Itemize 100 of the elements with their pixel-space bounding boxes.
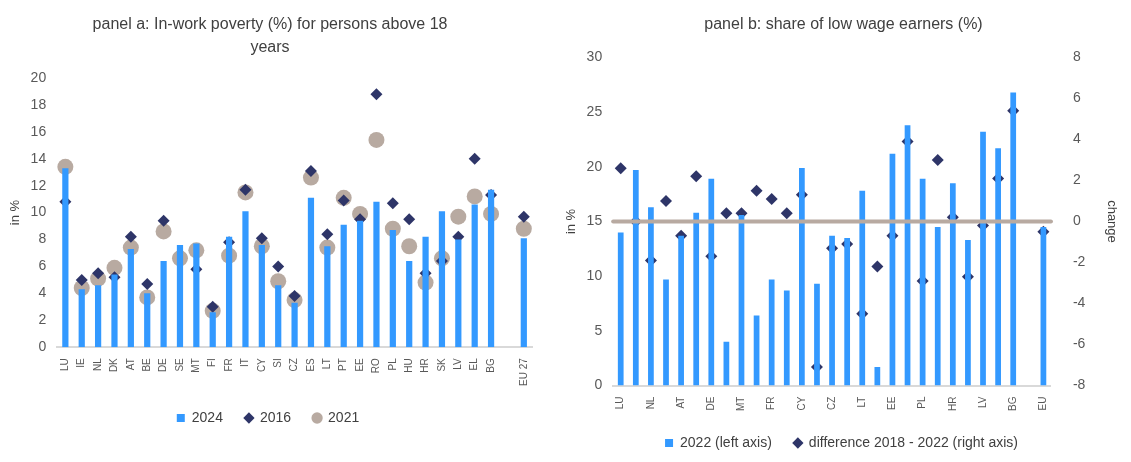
point bbox=[386, 197, 399, 210]
bar bbox=[859, 190, 866, 386]
point bbox=[517, 210, 530, 223]
x-tick-label: RO bbox=[370, 357, 382, 374]
y-axis-title: in % bbox=[563, 208, 579, 235]
bar bbox=[1010, 92, 1017, 386]
bar bbox=[422, 236, 429, 348]
x-tick-label: LV bbox=[452, 357, 464, 370]
point bbox=[370, 88, 383, 101]
x-tick-label: HR bbox=[946, 396, 958, 411]
x-tick-label: LV bbox=[976, 396, 988, 409]
bar bbox=[258, 244, 265, 348]
y-tick-label: 12 bbox=[30, 176, 47, 193]
bar bbox=[78, 289, 85, 348]
legend-label: 2022 (left axis) bbox=[680, 433, 772, 450]
y-tick-label: 20 bbox=[30, 68, 47, 85]
point bbox=[468, 152, 481, 165]
y-tick-label: 0 bbox=[594, 376, 603, 393]
bar bbox=[632, 170, 639, 386]
bar bbox=[487, 189, 495, 348]
y-tick-label: 18 bbox=[30, 95, 47, 112]
chart-title: panel a: In-work poverty (%) for persons above 18 years bbox=[91, 14, 449, 57]
x-tick-label: HU bbox=[402, 358, 414, 373]
x-tick-label: AT bbox=[674, 396, 686, 409]
x-tick-label: CY bbox=[795, 396, 807, 411]
y2-tick-label: 4 bbox=[1072, 130, 1081, 147]
legend-label: 2024 bbox=[191, 408, 224, 425]
bar bbox=[307, 197, 315, 348]
point bbox=[157, 214, 170, 227]
x-tick-label: LT bbox=[856, 396, 867, 408]
x-tick-label: NL bbox=[644, 396, 656, 410]
x-tick-label: EU bbox=[1037, 396, 1049, 411]
point bbox=[450, 208, 467, 225]
y-tick-label: 16 bbox=[30, 122, 47, 139]
y-tick-label: 20 bbox=[586, 157, 603, 174]
point bbox=[780, 207, 793, 220]
bar bbox=[324, 246, 331, 348]
point bbox=[141, 277, 154, 290]
x-tick-label: IE bbox=[75, 357, 87, 368]
point bbox=[368, 131, 385, 148]
x-tick-label: SI bbox=[271, 358, 283, 368]
point bbox=[337, 194, 350, 207]
bar bbox=[934, 226, 941, 386]
y2-tick-label: 8 bbox=[1072, 48, 1081, 65]
point bbox=[401, 238, 418, 255]
x-tick-label: BE bbox=[140, 357, 152, 372]
x-tick-label: EL bbox=[468, 357, 480, 371]
bar bbox=[829, 235, 835, 386]
x-tick-label: SK bbox=[435, 357, 447, 372]
x-tick-label: PL bbox=[916, 396, 928, 409]
point bbox=[155, 223, 172, 240]
y2-tick-label: 6 bbox=[1072, 89, 1081, 106]
x-tick-label: CZ bbox=[288, 358, 300, 372]
x-tick-label: MT bbox=[190, 358, 202, 373]
y2-tick-label: 0 bbox=[1072, 212, 1081, 229]
x-tick-label: BG bbox=[1006, 396, 1018, 411]
point bbox=[515, 220, 532, 237]
point bbox=[255, 232, 268, 245]
x-tick-label: PT bbox=[337, 358, 349, 371]
point bbox=[304, 164, 317, 177]
bar bbox=[242, 211, 249, 348]
bar bbox=[111, 274, 118, 348]
point bbox=[272, 260, 285, 273]
x-tick-label: CY bbox=[255, 357, 267, 373]
legend-label: 2016 bbox=[259, 408, 292, 425]
x-tick-label: CZ bbox=[825, 396, 837, 410]
y-tick-label: 30 bbox=[586, 48, 603, 65]
bar bbox=[62, 168, 69, 348]
bar bbox=[949, 183, 956, 386]
bar bbox=[176, 244, 184, 348]
y-tick-label: 2 bbox=[38, 311, 47, 328]
y-tick-label: 25 bbox=[586, 102, 603, 119]
point bbox=[124, 230, 137, 243]
bar bbox=[965, 240, 971, 386]
x-tick-label: BG bbox=[484, 357, 496, 373]
y2-axis-title: change bbox=[1104, 200, 1120, 243]
point bbox=[765, 192, 778, 205]
bar bbox=[814, 283, 820, 386]
x-tick-label: LT bbox=[321, 358, 333, 370]
bar bbox=[471, 204, 478, 348]
x-tick-label: HR bbox=[419, 358, 431, 373]
bar bbox=[275, 285, 282, 348]
point bbox=[614, 162, 627, 175]
point bbox=[466, 188, 483, 205]
y2-tick-label: 2 bbox=[1072, 171, 1081, 188]
x-tick-label: AT bbox=[124, 358, 136, 371]
x-tick-label: EE bbox=[886, 396, 898, 410]
bar bbox=[980, 131, 986, 386]
bar bbox=[144, 293, 151, 348]
point bbox=[660, 194, 673, 207]
y2-tick-label: -2 bbox=[1072, 253, 1086, 270]
point bbox=[403, 213, 416, 226]
chart-title: panel b: share of low wage earners (%) bbox=[703, 14, 984, 34]
x-tick-label: FR bbox=[765, 396, 777, 410]
x-tick-label: IT bbox=[239, 358, 251, 368]
x-tick-label: DE bbox=[705, 396, 717, 411]
bar bbox=[389, 230, 396, 348]
x-tick-label: PL bbox=[386, 357, 398, 371]
bar bbox=[356, 220, 364, 348]
x-tick-label: EU 27 bbox=[517, 357, 529, 386]
